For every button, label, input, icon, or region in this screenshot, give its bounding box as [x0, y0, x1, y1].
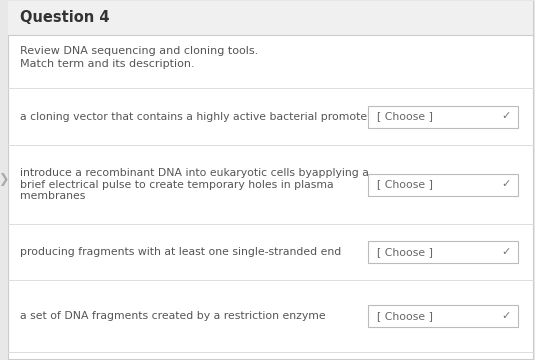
Text: [ Choose ]: [ Choose ] [377, 180, 433, 189]
Text: [ Choose ]: [ Choose ] [377, 247, 433, 257]
Text: membranes: membranes [20, 191, 86, 201]
Bar [368, 241, 518, 263]
Bar [8, 1, 533, 35]
Text: ❯: ❯ [0, 174, 8, 186]
Text: a cloning vector that contains a highly active bacterial promoter: a cloning vector that contains a highly … [20, 112, 372, 122]
Text: ✓: ✓ [501, 112, 511, 122]
Text: ✓: ✓ [501, 311, 511, 321]
Bar [0, 1, 8, 359]
Text: Match term and its description.: Match term and its description. [20, 59, 195, 69]
Text: producing fragments with at least one single-stranded end: producing fragments with at least one si… [20, 247, 341, 257]
Text: Question 4: Question 4 [20, 10, 110, 26]
Text: brief electrical pulse to create temporary holes in plasma: brief electrical pulse to create tempora… [20, 180, 334, 189]
Text: [ Choose ]: [ Choose ] [377, 311, 433, 321]
Text: Review DNA sequencing and cloning tools.: Review DNA sequencing and cloning tools. [20, 46, 258, 56]
Text: [ Choose ]: [ Choose ] [377, 112, 433, 122]
Text: ✓: ✓ [501, 247, 511, 257]
Text: ✓: ✓ [501, 180, 511, 189]
Bar [368, 105, 518, 127]
Text: a set of DNA fragments created by a restriction enzyme: a set of DNA fragments created by a rest… [20, 311, 326, 321]
Text: introduce a recombinant DNA into eukaryotic cells byapplying a: introduce a recombinant DNA into eukaryo… [20, 168, 369, 178]
Bar [368, 305, 518, 327]
Bar [368, 174, 518, 195]
